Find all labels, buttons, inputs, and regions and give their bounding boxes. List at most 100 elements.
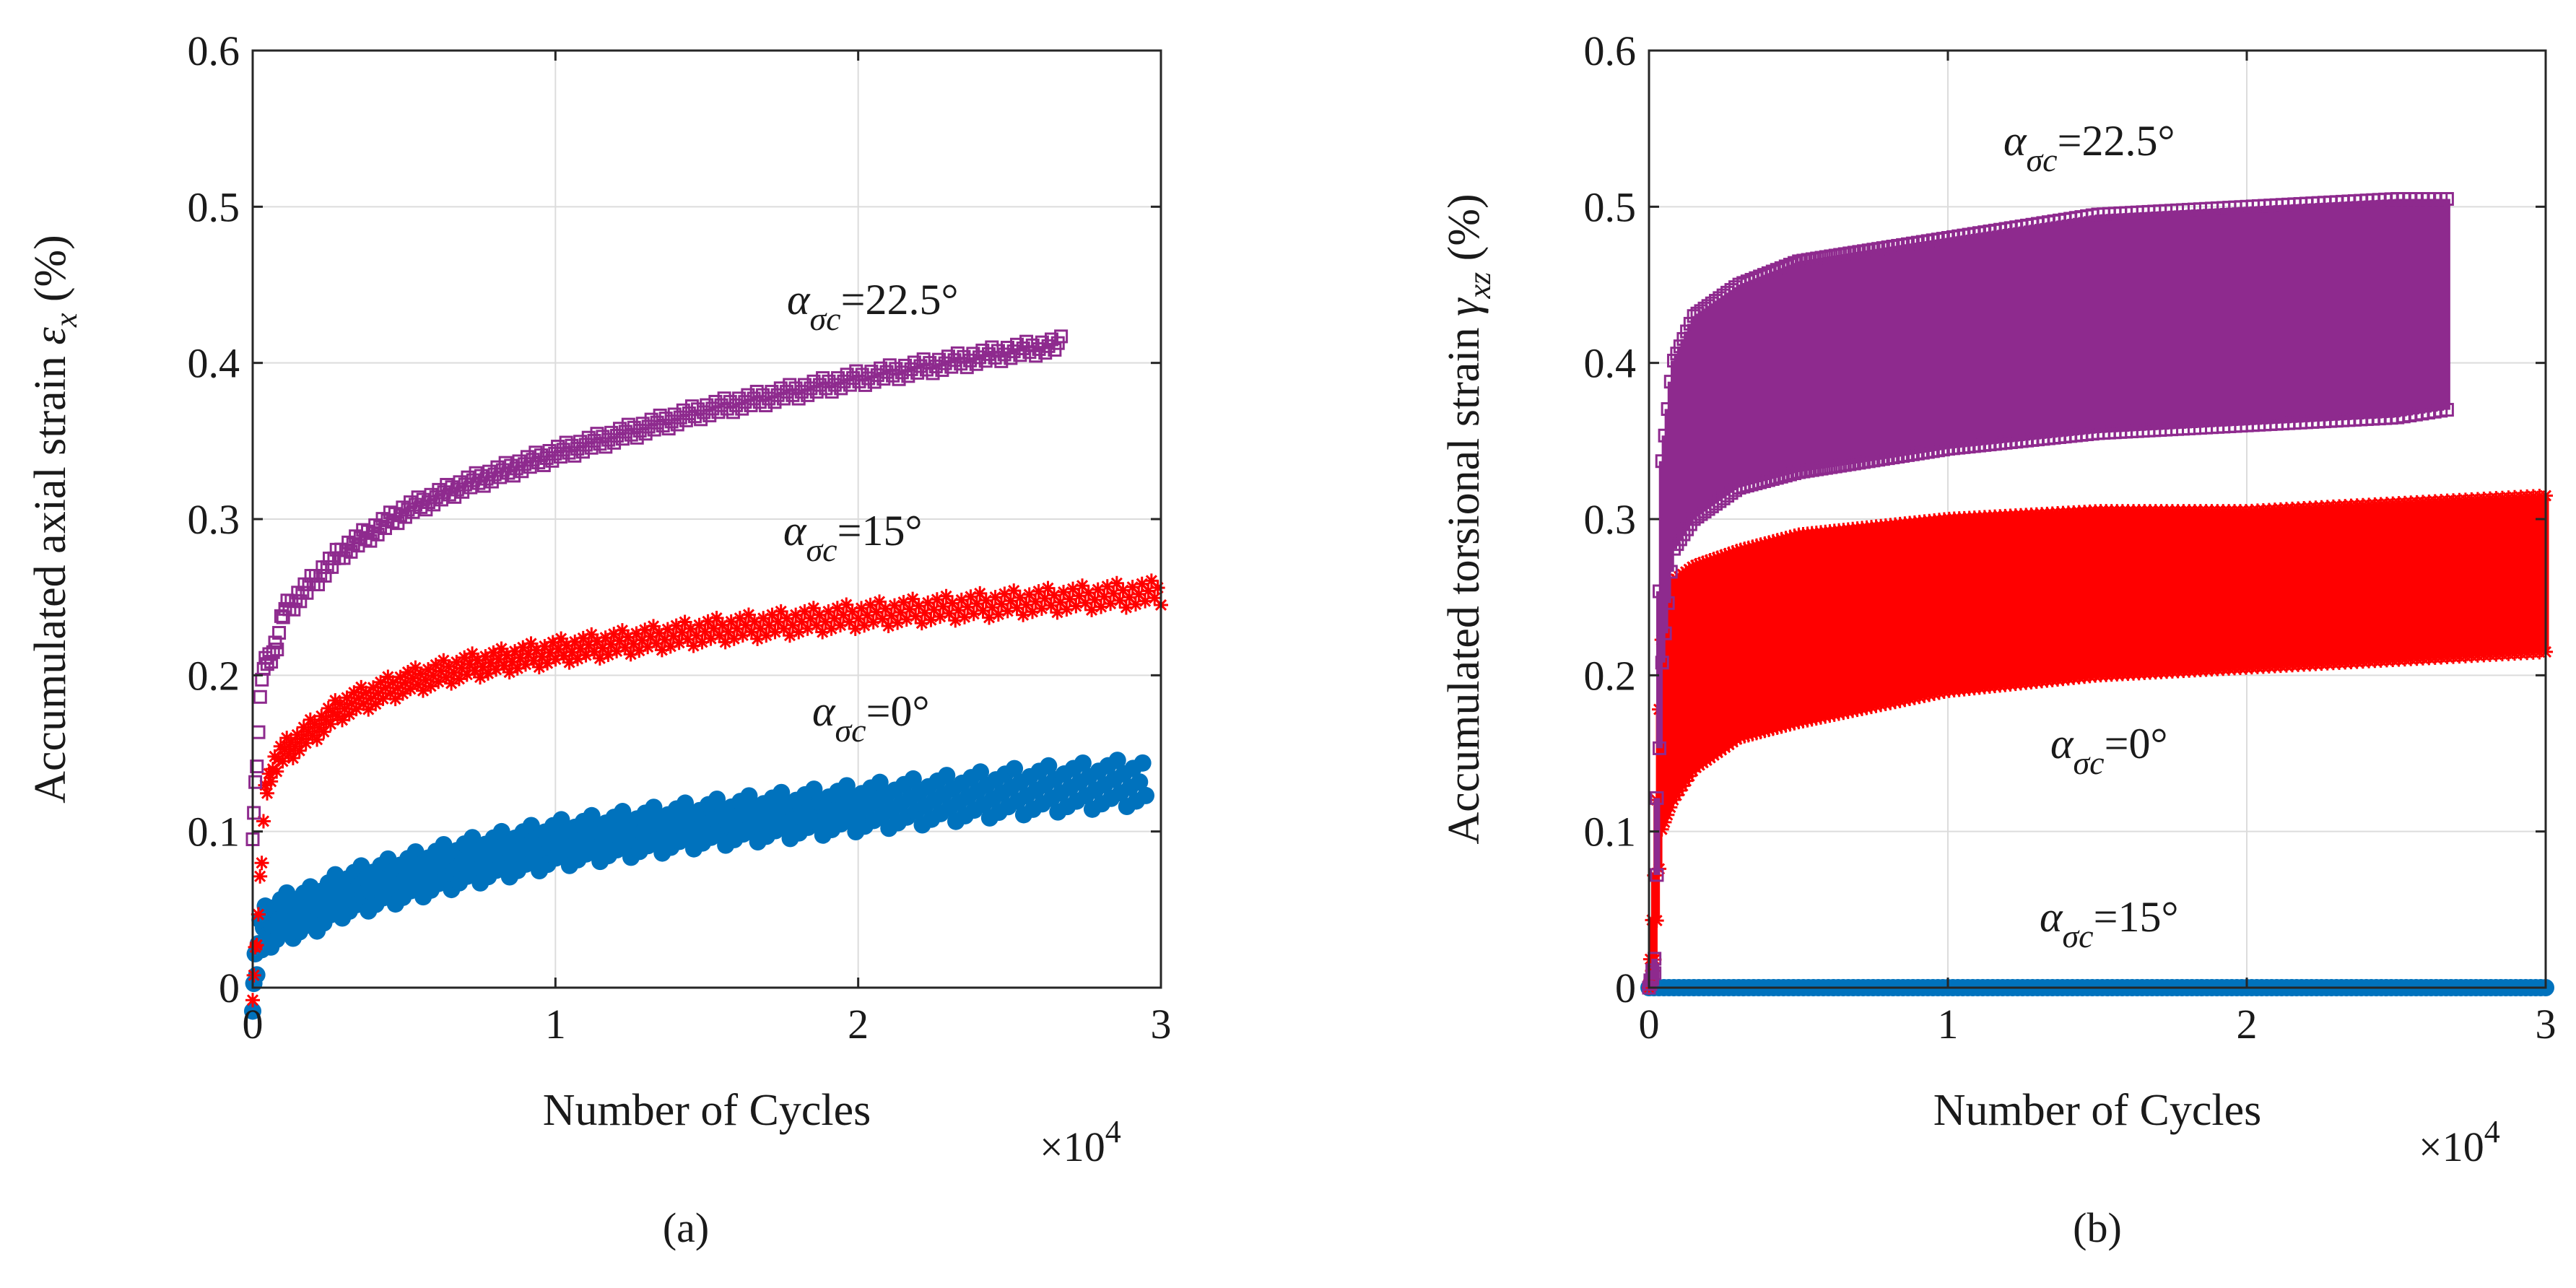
data-point [483, 656, 498, 671]
data-point [583, 806, 601, 824]
data-point [598, 630, 613, 645]
data-point [595, 640, 610, 656]
data-point [617, 640, 632, 655]
data-point [1657, 814, 1672, 830]
data-point [972, 586, 988, 601]
data-point [626, 636, 641, 651]
data-point [692, 617, 707, 632]
data-point [938, 767, 956, 785]
data-point [832, 618, 848, 633]
data-point [587, 644, 602, 659]
data-point [994, 596, 1009, 612]
data-point [584, 627, 599, 642]
data-point [1133, 754, 1152, 772]
data-point [683, 621, 698, 636]
data-point [966, 606, 981, 622]
data-point [1103, 596, 1118, 612]
data-point [762, 617, 777, 632]
data-point [1774, 469, 1788, 484]
data-point [431, 674, 446, 689]
data-point [545, 453, 560, 468]
data-point [251, 907, 266, 922]
data-point [797, 604, 812, 619]
data-point [1663, 565, 1678, 579]
data-point [1006, 583, 1022, 599]
annotation-subscript: σc [810, 300, 841, 337]
data-point [253, 689, 267, 704]
data-point [908, 609, 923, 624]
data-point [358, 685, 373, 700]
data-point [660, 622, 675, 637]
data-point [686, 638, 701, 653]
x-tick-label: 3 [1151, 1001, 1172, 1048]
data-point [1729, 731, 1744, 747]
data-point [515, 464, 529, 479]
data-point [815, 625, 830, 640]
data-point [1069, 599, 1084, 614]
data-point [2440, 403, 2454, 417]
data-point [534, 649, 549, 664]
data-point [782, 628, 797, 643]
data-point [1702, 553, 1718, 568]
y-tick-label: 0.5 [188, 183, 240, 230]
data-point [708, 790, 726, 808]
y-tick-label: 0.3 [1584, 496, 1637, 543]
data-point [599, 440, 613, 454]
data-point [554, 631, 569, 646]
data-point [936, 599, 951, 614]
x-tick-label: 0 [243, 1001, 264, 1048]
data-point [2440, 192, 2454, 206]
data-point [433, 663, 448, 679]
data-point [791, 625, 806, 640]
data-point [258, 778, 273, 793]
data-point [806, 601, 821, 616]
data-point [1668, 788, 1684, 803]
data-point [869, 604, 884, 619]
data-point [805, 780, 823, 799]
data-point [712, 627, 727, 643]
data-point [651, 625, 666, 640]
data-point [592, 650, 607, 666]
data-point [786, 617, 801, 632]
data-point [1028, 594, 1043, 609]
x-axis-label: Number of Cycles [543, 1086, 871, 1135]
data-point [794, 614, 809, 630]
data-point [914, 616, 929, 631]
data-point [310, 732, 325, 747]
data-point [1721, 547, 1736, 562]
data-point [679, 413, 693, 427]
data-point [926, 602, 941, 617]
data-point [857, 618, 872, 633]
series-2 [1642, 192, 2454, 995]
data-point [451, 671, 466, 687]
data-point [1650, 868, 1664, 882]
data-point [1654, 822, 1669, 837]
data-point [575, 445, 590, 459]
data-point [1074, 754, 1092, 772]
data-point [486, 645, 501, 660]
data-point [607, 435, 622, 450]
data-point [706, 621, 721, 636]
data-point [648, 636, 663, 651]
data-point [388, 692, 403, 707]
data-point [375, 691, 391, 706]
data-point [830, 601, 845, 616]
data-point [1075, 578, 1090, 593]
data-point [893, 605, 908, 620]
data-point [339, 690, 354, 705]
data-point [548, 652, 563, 667]
data-point [911, 599, 926, 614]
data-point [1025, 604, 1040, 619]
data-point [311, 577, 326, 591]
data-point [1765, 471, 1780, 486]
data-point [464, 829, 482, 847]
data-point [773, 783, 791, 801]
data-point [680, 632, 695, 647]
data-point [418, 672, 433, 687]
data-point [1778, 469, 1793, 483]
data-point [575, 630, 591, 645]
data-point [441, 659, 456, 674]
data-point [269, 764, 284, 779]
data-point [415, 683, 430, 698]
data-point [493, 470, 508, 484]
